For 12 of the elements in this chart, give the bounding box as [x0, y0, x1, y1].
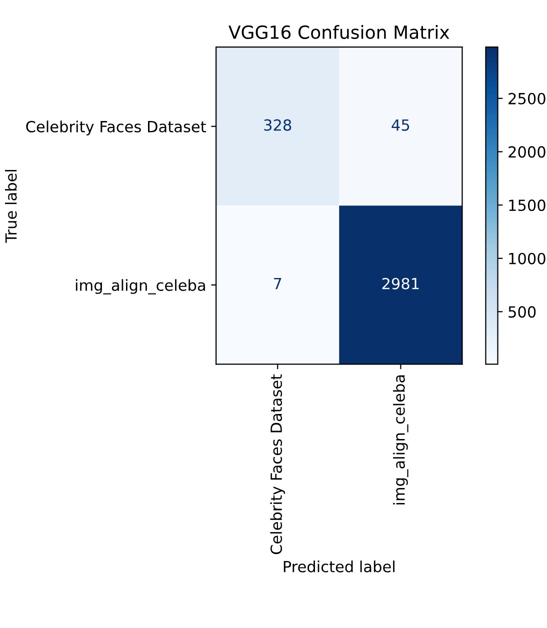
color-bar-label: 2000: [508, 146, 546, 158]
data-label: 7: [274, 278, 282, 290]
x-axis-title: Predicted label: [284, 560, 394, 572]
data-label: 2981: [382, 278, 419, 290]
y-axis-title: True label: [4, 170, 17, 243]
color-bar-label: 1500: [509, 199, 546, 212]
color-bar-label: 500: [508, 306, 536, 318]
data-label: 45: [392, 119, 410, 131]
data-label: 328: [264, 119, 292, 131]
color-bar-label: 2500: [508, 92, 546, 104]
chart-title: VGG16 Confusion Matrix: [228, 25, 450, 40]
color-bar-label: 1000: [509, 252, 546, 264]
